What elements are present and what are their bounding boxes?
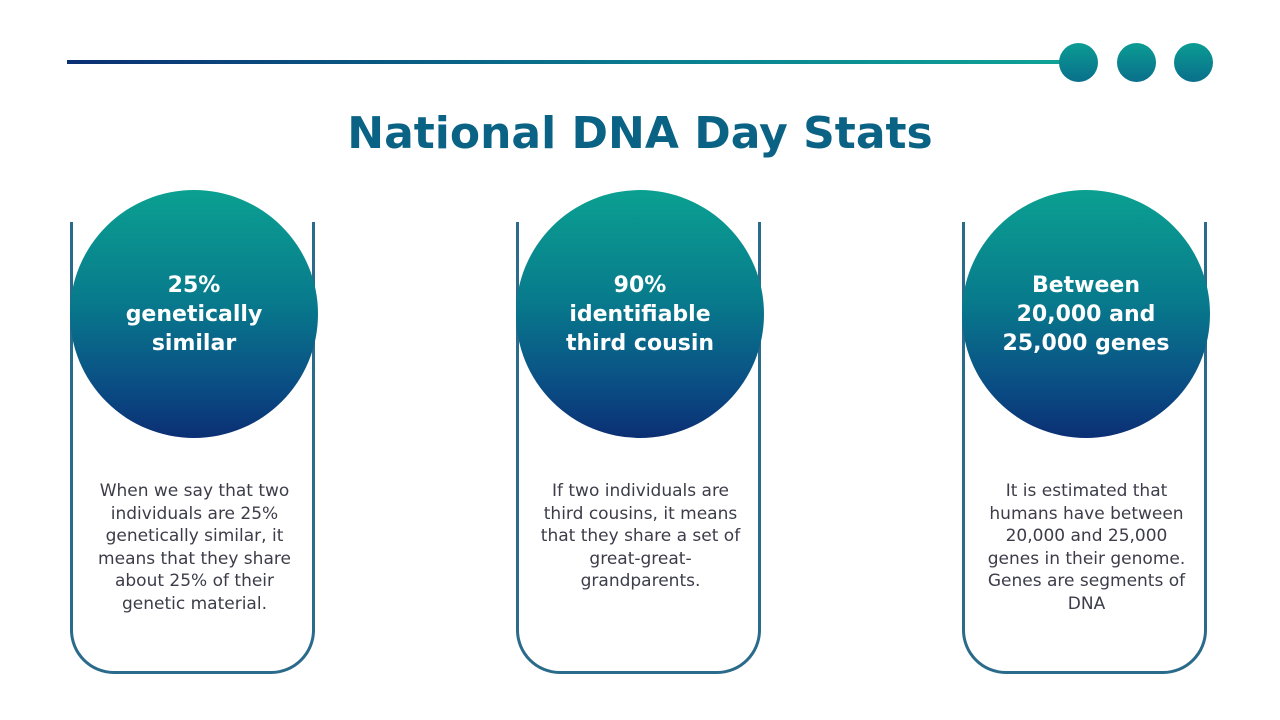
- decorative-dot: [1174, 43, 1213, 82]
- stat-card-frame: [516, 222, 761, 674]
- stat-circle: 90% identifiable third cousin: [516, 190, 764, 438]
- stat-description: If two individuals are third cousins, it…: [540, 481, 741, 591]
- stat-headline: 25% genetically similar: [125, 272, 263, 356]
- stat-circle: Between 20,000 and 25,000 genes: [962, 190, 1210, 438]
- stat-headline: Between 20,000 and 25,000 genes: [1002, 272, 1170, 356]
- stat-headline: 90% identifiable third cousin: [565, 272, 715, 356]
- decorative-dot: [1117, 43, 1156, 82]
- top-divider-line: [67, 60, 1067, 64]
- stat-description: When we say that two individuals are 25%…: [98, 481, 291, 614]
- stat-description: It is estimated that humans have between…: [987, 481, 1186, 614]
- stat-card-frame: [962, 222, 1207, 674]
- stat-circle: 25% genetically similar: [70, 190, 318, 438]
- stat-card-frame: [70, 222, 315, 674]
- page-title: National DNA Day Stats: [347, 108, 933, 159]
- decorative-dot: [1059, 43, 1098, 82]
